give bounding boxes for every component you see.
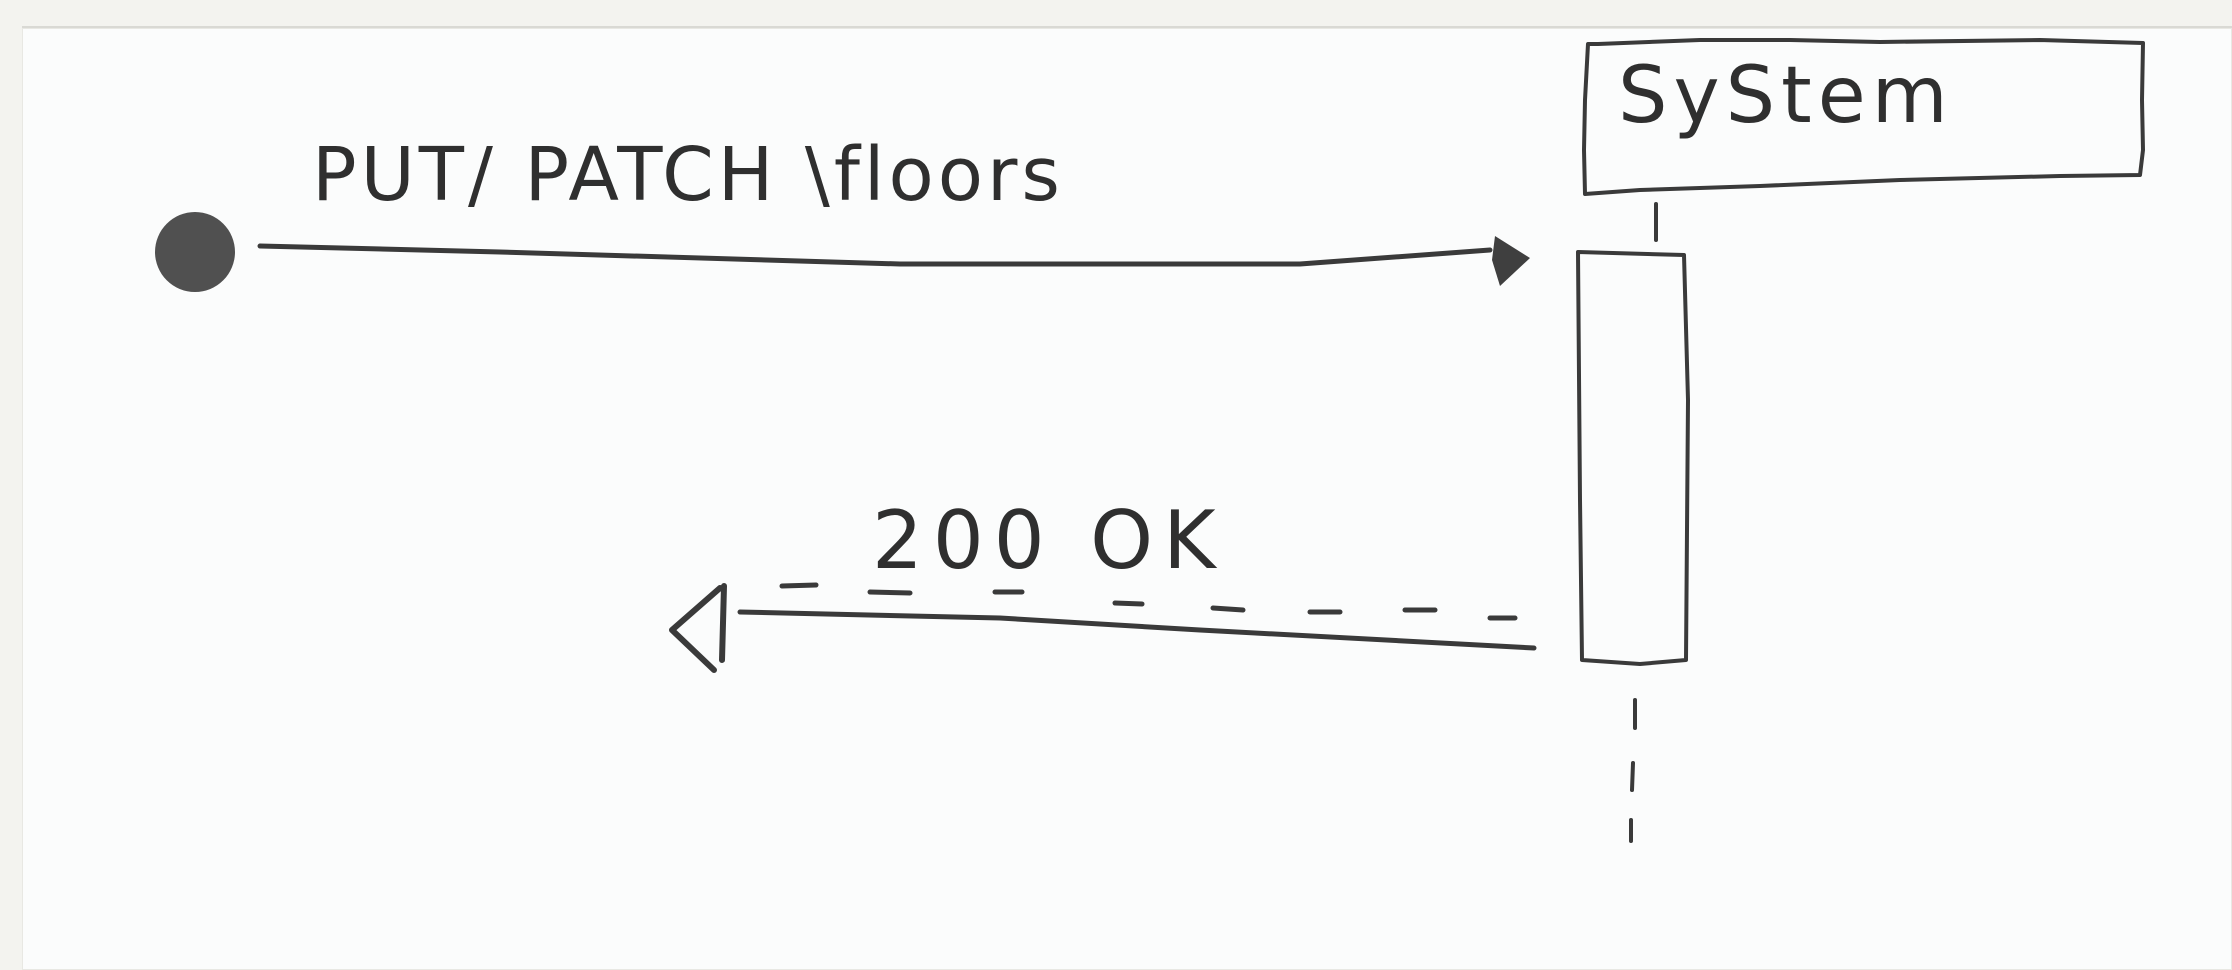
reply-arrowhead [669, 583, 727, 673]
participant-system: SyStem [1582, 38, 2145, 196]
participant-box [1582, 38, 2145, 196]
request-arrow-line [257, 243, 1493, 267]
request-label: PUT/ PATCH \floors [312, 132, 1064, 218]
reply-label: 200 OK [872, 494, 1226, 587]
lifeline-bottom [1629, 698, 1637, 843]
request-arrowhead [1492, 236, 1530, 286]
activation-bar [1576, 250, 1690, 666]
found-message-start-dot [155, 212, 235, 292]
participant-label: SyStem [1618, 51, 1954, 141]
reply-arrow-line [737, 582, 1537, 651]
